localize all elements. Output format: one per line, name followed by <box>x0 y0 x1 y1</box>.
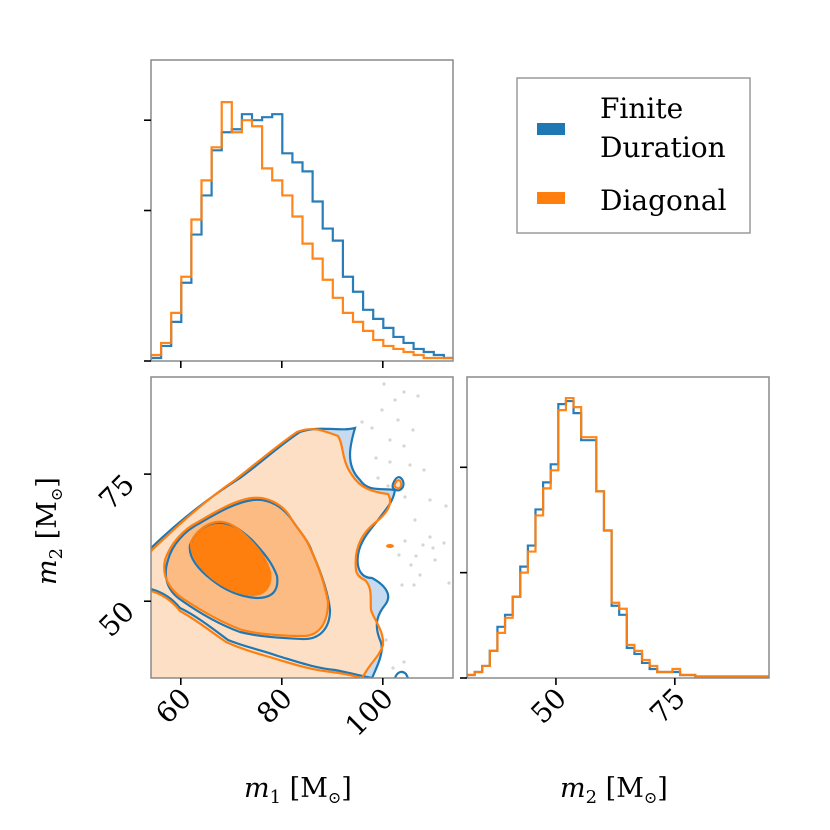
x2-label-sub: 2 <box>586 787 597 808</box>
joint-ytick-label: 50 <box>92 595 141 644</box>
m2-xtick-label: 50 <box>524 682 573 731</box>
scatter-point <box>428 498 432 502</box>
scatter-point <box>412 583 416 587</box>
x2-label-var: m <box>560 773 586 804</box>
scatter-point <box>402 444 406 448</box>
m2-marginal-histogram <box>460 376 770 685</box>
x1-label-var: m <box>244 773 270 804</box>
scatter-point <box>376 476 380 480</box>
x1-label-sun: ⊙ <box>328 788 341 807</box>
joint-ytick-label: 75 <box>92 468 141 517</box>
legend-swatch-finite-duration <box>537 123 565 135</box>
scatter-point <box>400 583 404 587</box>
scatter-point <box>433 558 437 562</box>
m2-xtick-label: 75 <box>643 682 692 731</box>
scatter-point <box>428 535 432 539</box>
hist-series-finite-duration <box>467 399 769 678</box>
scatter-point <box>403 539 407 543</box>
x2-label-bracket: [M <box>606 773 644 804</box>
legend: Finite Duration Diagonal <box>516 77 751 234</box>
contour-finite-outer-line <box>151 426 397 678</box>
x-axis-label-m2: m2 [M⊙] <box>560 773 668 808</box>
x-axis-label-m1: m1 [M⊙] <box>244 773 352 808</box>
scatter-point <box>408 463 412 467</box>
hist-series-finite-duration <box>151 113 453 361</box>
scatter-point <box>442 541 446 545</box>
scatter-point <box>388 460 392 464</box>
scatter-point <box>413 518 417 522</box>
scatter-point <box>397 553 401 557</box>
hist-series-diagonal <box>151 101 453 361</box>
scatter-point <box>402 390 406 394</box>
scatter-point <box>382 382 386 386</box>
scatter-point <box>370 426 374 430</box>
scatter-point <box>409 563 413 567</box>
m1-m2-joint-contour <box>144 376 454 685</box>
scatter-point <box>444 504 448 508</box>
y-label-close: ] <box>32 477 63 488</box>
y-label-var: m <box>32 559 63 585</box>
scatter-point <box>418 573 422 577</box>
x2-label-close: ] <box>657 773 668 804</box>
legend-frame <box>516 77 751 234</box>
m2-marginal-frame <box>466 376 770 679</box>
contour-finite-outer-lower-line <box>151 587 373 678</box>
contour-finite-island-line <box>391 476 405 492</box>
y-axis-label-m2: m2 [M⊙] <box>32 477 67 585</box>
scatter-point <box>411 428 415 432</box>
svg-text:m2 [M⊙]: m2 [M⊙] <box>32 477 67 585</box>
scatter-point <box>393 398 397 402</box>
scatter-point <box>386 484 390 488</box>
x2-label-sun: ⊙ <box>644 788 657 807</box>
y-label-sun: ⊙ <box>47 488 66 501</box>
scatter-point <box>403 495 407 499</box>
joint-xtick-label: 100 <box>339 682 400 743</box>
scatter-points <box>168 382 451 670</box>
y-label-bracket: [M <box>32 501 63 539</box>
scatter-point <box>402 660 406 664</box>
x1-label-bracket: [M <box>290 773 328 804</box>
contour-diagonal-island-line <box>393 479 403 490</box>
contour-diagonal-speck <box>386 544 394 548</box>
legend-label-finite-line1: Finite <box>600 92 683 125</box>
contour-diagonal-outer-lower-line <box>151 589 361 678</box>
contour-diagonal-middle-line <box>163 496 330 638</box>
scatter-point <box>360 420 364 424</box>
scatter-point <box>396 418 400 422</box>
joint-xtick-label: 80 <box>250 682 299 731</box>
scatter-point <box>388 438 392 442</box>
x1-label-close: ] <box>341 773 352 804</box>
contour-diagonal-outer-line <box>151 427 392 678</box>
legend-label-finite-line2: Duration <box>600 131 726 164</box>
scatter-point <box>422 468 426 472</box>
joint-frame <box>150 376 454 679</box>
legend-label-diagonal: Diagonal <box>600 184 727 217</box>
m1-marginal-frame <box>150 59 454 362</box>
contour-finite-corner-line <box>393 670 409 678</box>
contour-diagonal-inner-line <box>189 520 272 597</box>
scatter-point <box>414 554 418 558</box>
scatter-point <box>384 638 388 642</box>
scatter-point <box>380 408 384 412</box>
scatter-point <box>416 394 420 398</box>
svg-text:m1 [M⊙]: m1 [M⊙] <box>244 773 352 808</box>
scatter-point <box>421 543 425 547</box>
joint-xtick-label: 60 <box>149 682 198 731</box>
scatter-point <box>391 666 395 670</box>
m1-marginal-histogram <box>144 59 454 368</box>
hist-series-diagonal <box>467 396 769 678</box>
x1-label-sub: 1 <box>270 787 281 808</box>
svg-text:m2 [M⊙]: m2 [M⊙] <box>560 773 668 808</box>
legend-swatch-diagonal <box>537 192 565 204</box>
scatter-point <box>374 456 378 460</box>
scatter-point <box>431 546 435 550</box>
y-label-sub: 2 <box>46 548 67 559</box>
scatter-point <box>447 581 451 585</box>
